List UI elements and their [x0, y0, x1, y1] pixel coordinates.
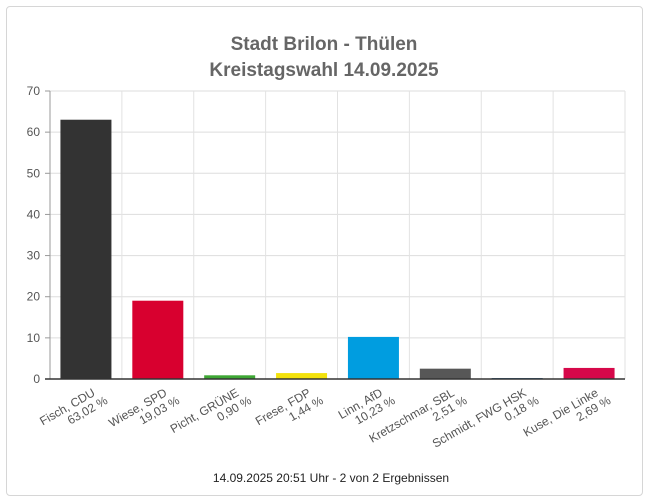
bar-2: [132, 300, 184, 379]
bar-chart: Stadt Brilon - Thülen Kreistagswahl 14.09…: [27, 34, 626, 451]
chart-title-line-2: Kreistagswahl 14.09.2025: [209, 60, 439, 81]
y-tick-label-70: 70: [27, 84, 41, 98]
bar-5: [347, 336, 399, 379]
y-tick-label-40: 40: [27, 207, 41, 221]
x-category-label-8: Kuse, Die Linke2,69 %: [521, 382, 614, 451]
bar-1: [60, 119, 112, 379]
y-tick-label-20: 20: [27, 290, 41, 304]
bar-3: [204, 375, 256, 379]
bar-4: [276, 373, 328, 379]
chart-title-line-1: Stadt Brilon - Thülen: [231, 34, 418, 55]
bar-8: [563, 367, 615, 379]
y-tick-label-10: 10: [27, 331, 41, 345]
y-tick-label-60: 60: [27, 125, 41, 139]
y-tick-label-50: 50: [27, 166, 41, 180]
chart-card: [6, 6, 643, 496]
x-category-label-3: Picht, GRÜNE0,90 %: [168, 382, 254, 447]
result-status-footer: 14.09.2025 20:51 Uhr - 2 von 2 Ergebniss…: [212, 471, 450, 485]
x-category-label-4: Frese, FDP1,44 %: [253, 382, 326, 440]
x-category-label-2: Wiese, SPD19,03 %: [106, 382, 182, 441]
x-category-label-1: Fisch, CDU63,02 %: [37, 382, 110, 440]
bar-6: [419, 368, 471, 379]
y-tick-label-0: 0: [33, 372, 40, 386]
y-tick-label-30: 30: [27, 249, 41, 263]
